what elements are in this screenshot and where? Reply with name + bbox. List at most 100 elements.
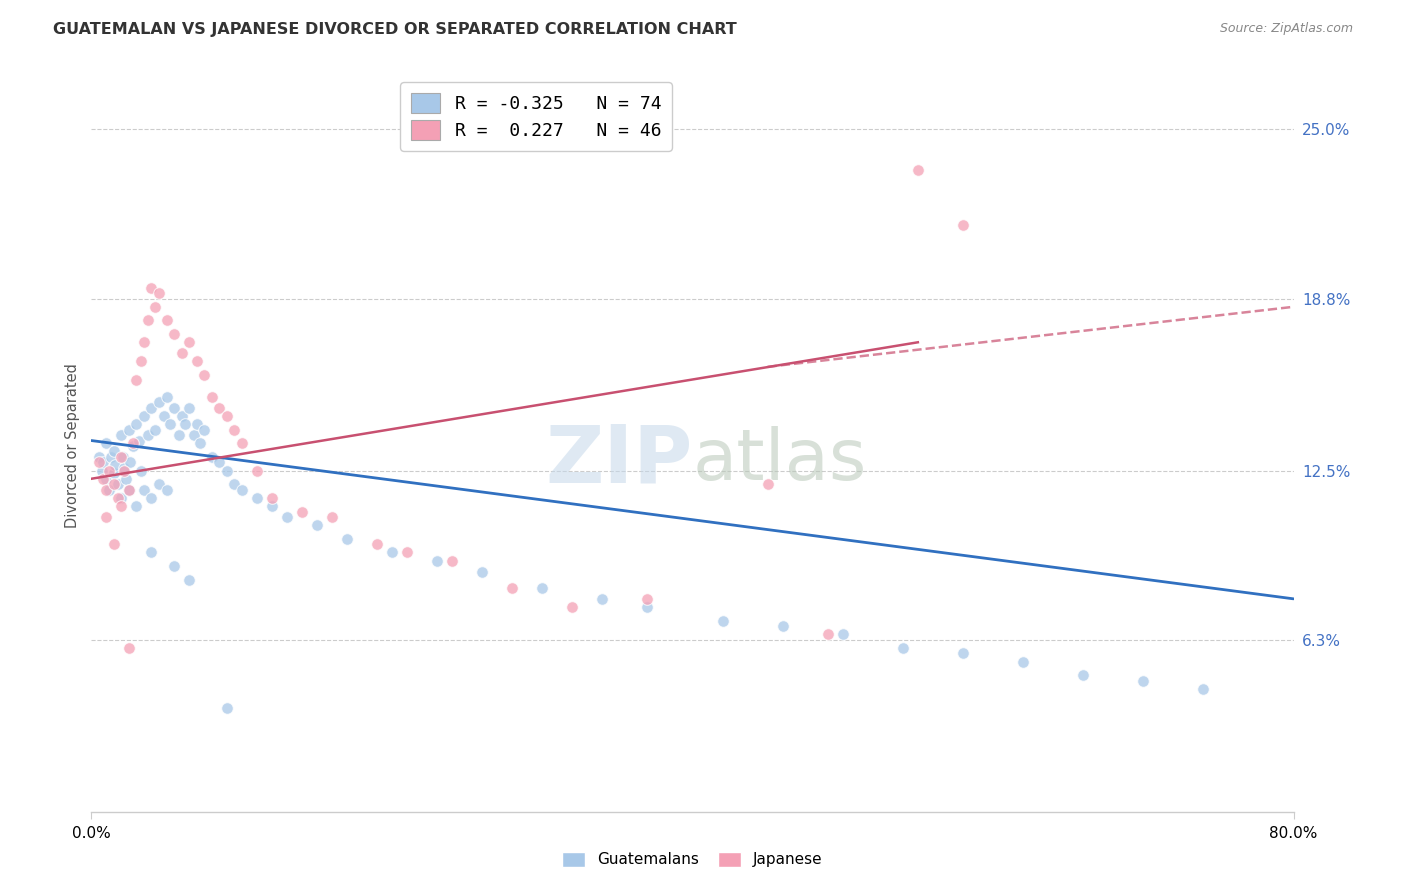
Point: [120, 455, 142, 469]
Point: [148, 477, 170, 491]
Point: [170, 346, 193, 360]
Point: [155, 483, 177, 497]
Point: [159, 417, 181, 432]
Point: [321, 510, 343, 524]
Point: [103, 537, 125, 551]
Point: [173, 417, 195, 432]
Point: [772, 619, 794, 633]
Point: [128, 434, 150, 448]
Point: [177, 573, 200, 587]
Point: [201, 390, 224, 404]
Point: [163, 401, 186, 415]
Point: [952, 647, 974, 661]
Point: [93, 455, 115, 469]
Point: [107, 491, 129, 505]
Point: [336, 532, 359, 546]
Point: [208, 401, 231, 415]
Point: [110, 428, 132, 442]
Point: [141, 491, 163, 505]
Point: [163, 559, 186, 574]
Point: [163, 327, 186, 342]
Point: [1192, 681, 1215, 696]
Point: [193, 368, 215, 382]
Point: [103, 477, 125, 491]
Point: [103, 444, 125, 458]
Point: [215, 701, 238, 715]
Point: [471, 565, 494, 579]
Text: GUATEMALAN VS JAPANESE DIVORCED OR SEPARATED CORRELATION CHART: GUATEMALAN VS JAPANESE DIVORCED OR SEPAR…: [53, 22, 737, 37]
Point: [224, 477, 246, 491]
Point: [215, 464, 238, 478]
Point: [188, 436, 211, 450]
Point: [167, 428, 190, 442]
Point: [96, 483, 118, 497]
Point: [186, 354, 208, 368]
Point: [96, 472, 118, 486]
Point: [952, 218, 974, 232]
Point: [231, 436, 253, 450]
Point: [636, 600, 658, 615]
Point: [636, 591, 658, 606]
Point: [1132, 673, 1154, 688]
Point: [114, 464, 136, 478]
Point: [817, 627, 839, 641]
Point: [118, 483, 141, 497]
Point: [201, 450, 224, 464]
Point: [90, 464, 112, 478]
Point: [155, 313, 177, 327]
Point: [118, 423, 141, 437]
Point: [152, 409, 174, 423]
Point: [118, 483, 141, 497]
Point: [96, 436, 118, 450]
Point: [395, 545, 418, 559]
Point: [756, 477, 779, 491]
Point: [291, 504, 314, 518]
Point: [183, 428, 205, 442]
Point: [907, 163, 929, 178]
Point: [93, 472, 115, 486]
Point: [103, 467, 125, 481]
Point: [891, 640, 914, 655]
Point: [107, 477, 129, 491]
Point: [381, 545, 404, 559]
Point: [87, 450, 110, 464]
Point: [110, 499, 132, 513]
Legend: Guatemalans, Japanese: Guatemalans, Japanese: [557, 846, 828, 873]
Point: [129, 354, 152, 368]
Point: [118, 640, 141, 655]
Point: [305, 518, 328, 533]
Point: [426, 554, 449, 568]
Point: [193, 423, 215, 437]
Point: [96, 510, 118, 524]
Point: [98, 483, 121, 497]
Point: [276, 510, 298, 524]
Point: [110, 450, 132, 464]
Point: [591, 591, 613, 606]
Point: [208, 455, 231, 469]
Point: [138, 313, 160, 327]
Point: [246, 491, 269, 505]
Point: [111, 450, 134, 464]
Point: [501, 581, 523, 595]
Point: [125, 374, 148, 388]
Point: [138, 428, 160, 442]
Point: [125, 417, 148, 432]
Point: [132, 483, 155, 497]
Point: [186, 417, 208, 432]
Point: [132, 409, 155, 423]
Point: [148, 286, 170, 301]
Point: [177, 335, 200, 350]
Point: [122, 439, 145, 453]
Point: [260, 491, 283, 505]
Point: [114, 460, 136, 475]
Point: [215, 409, 238, 423]
Point: [440, 554, 463, 568]
Point: [110, 491, 132, 505]
Point: [129, 464, 152, 478]
Point: [87, 455, 110, 469]
Point: [122, 436, 145, 450]
Point: [561, 600, 583, 615]
Point: [531, 581, 554, 595]
Point: [366, 537, 388, 551]
Point: [141, 545, 163, 559]
